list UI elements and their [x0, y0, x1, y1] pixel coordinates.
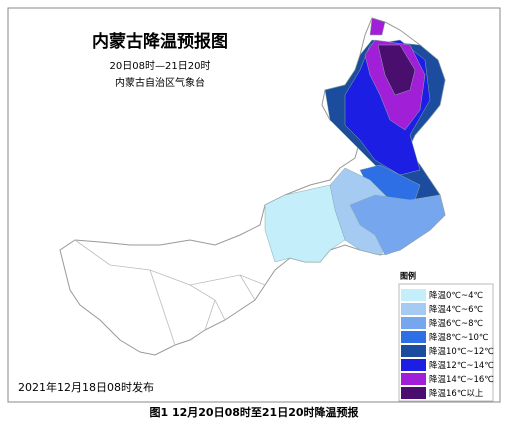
cooling-zone	[369, 17, 386, 36]
cooling-zone	[264, 184, 346, 263]
legend-swatch	[401, 289, 426, 301]
boundary	[149, 269, 176, 346]
cooling-zone	[349, 194, 446, 256]
cooling-zone	[377, 44, 416, 96]
title: 内蒙古降温预报图	[92, 31, 228, 52]
legend-box	[398, 283, 494, 402]
boundary	[204, 299, 216, 331]
legend-swatch	[401, 345, 426, 357]
legend-label: 降温6℃~8℃	[429, 318, 483, 329]
legend-swatch	[401, 317, 426, 329]
boundary	[239, 274, 256, 301]
issued: 2021年12月18日08时发布	[18, 380, 154, 394]
legend-label: 降温14℃~16℃	[429, 374, 494, 385]
legend-swatch	[401, 373, 426, 385]
boundary	[74, 239, 226, 321]
legend-label: 降温16℃以上	[429, 388, 484, 399]
map	[59, 17, 446, 356]
period: 20日08时—21日20时	[110, 60, 211, 72]
legend-label: 降温12℃~14℃	[429, 360, 494, 371]
legend-swatch	[401, 331, 426, 343]
legend-swatch	[401, 387, 426, 399]
legend-label: 降温4℃~6℃	[429, 304, 483, 315]
legend-swatch	[401, 303, 426, 315]
issuer: 内蒙古自治区气象台	[115, 76, 205, 89]
legend-label: 降温8℃~10℃	[429, 332, 489, 343]
legend: 降温0℃~4℃ 降温4℃~6℃ 降温6℃~8℃ 降温8℃~10℃ 降温10℃~12℃ 降温…	[401, 289, 494, 399]
legend-label: 降温0℃~4℃	[429, 290, 483, 301]
legend-label: 降温10℃~12℃	[429, 346, 494, 357]
legend-title: 图例	[400, 271, 416, 281]
caption: 图1 12月20日08时至21日20时降温预报	[149, 405, 359, 419]
legend-swatch	[401, 359, 426, 371]
